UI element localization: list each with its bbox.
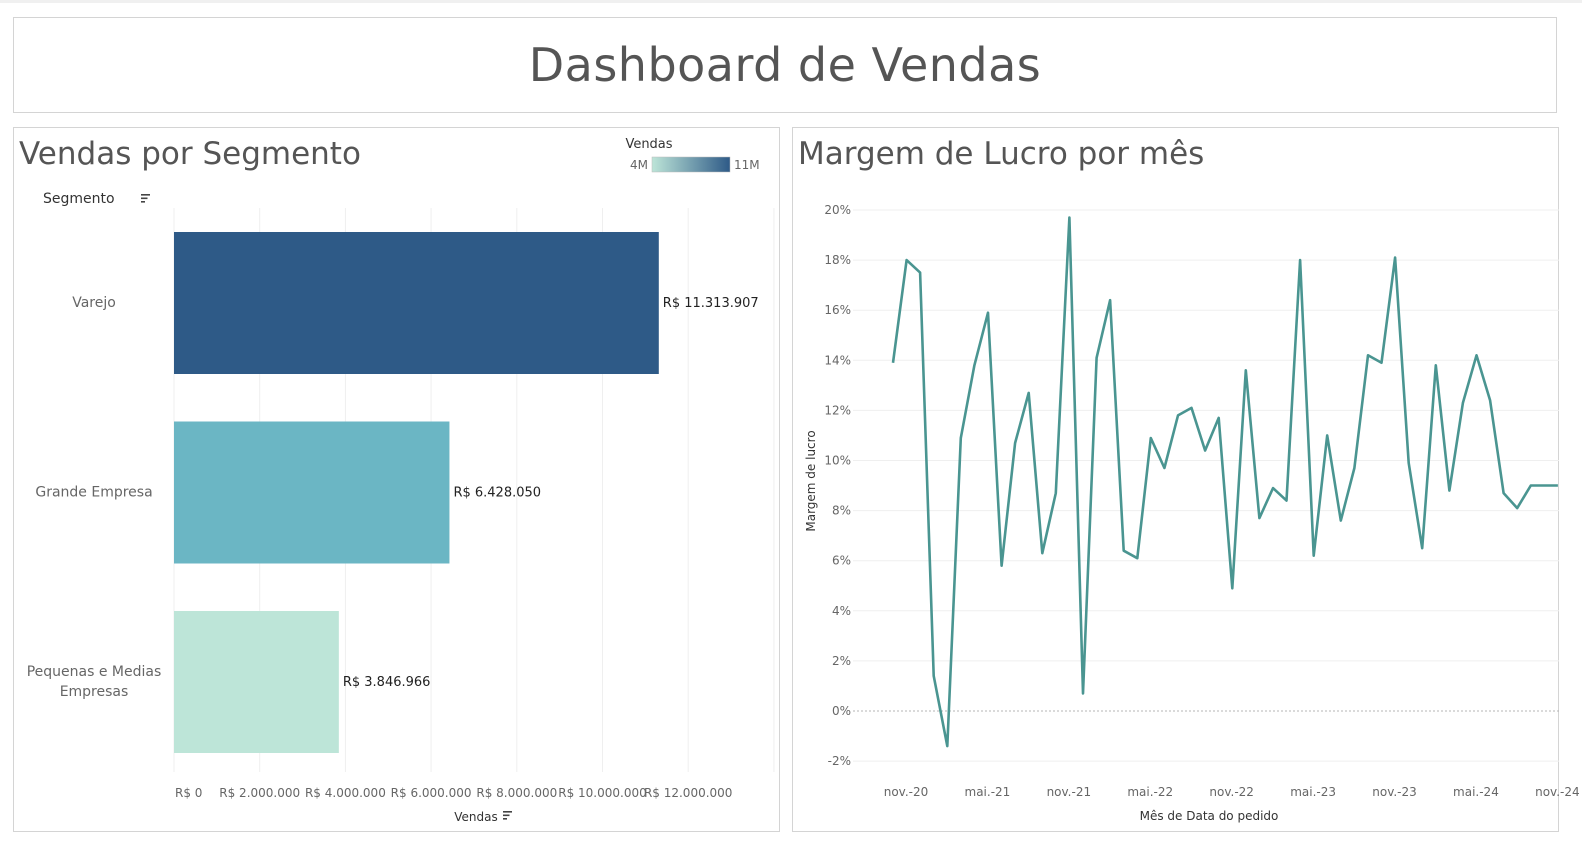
line-x-tick-label: nov.-20	[884, 785, 929, 799]
dashboard-title: Dashboard de Vendas	[528, 38, 1042, 92]
bar-x-tick-label: R$ 12.000.000	[644, 786, 733, 800]
line-x-tick-label: mai.-23	[1290, 785, 1336, 799]
bar-value-label: R$ 6.428.050	[453, 486, 541, 501]
bar-2[interactable]	[174, 421, 450, 564]
legend-title[interactable]: Vendas	[625, 137, 672, 152]
segment-label[interactable]: Pequenas e Medias Empresas	[27, 664, 162, 700]
bar-x-tick-label: R$ 10.000.000	[558, 786, 647, 800]
bar-1[interactable]	[174, 232, 659, 374]
bar-value-label: R$ 11.313.907	[663, 296, 759, 311]
legend-min-label: 4M	[630, 158, 648, 172]
line-y-tick-label: 16%	[824, 303, 851, 317]
legend-gradient-bar	[651, 156, 731, 173]
x-axis-sort-icon[interactable]	[503, 811, 512, 820]
segment-row-header[interactable]: Segmento	[43, 191, 115, 207]
line-y-tick-label: 12%	[824, 403, 851, 417]
bar-x-axis-title[interactable]: Vendas	[454, 810, 498, 824]
line-chart: -2% 0% 2% 4% 6% 8% 10% 12% 14% 16% 18% 20% nov.-20 m…	[804, 203, 1580, 823]
line-y-tick-label: 18%	[824, 253, 851, 267]
legend-max-label: 11M	[734, 158, 760, 172]
line-x-tick-label: nov.-23	[1372, 785, 1417, 799]
segment-label[interactable]: Grande Empresa	[35, 485, 152, 501]
dashboard-title-box: Dashboard de Vendas	[13, 17, 1557, 113]
line-y-tick-label: 2%	[832, 654, 851, 668]
line-y-tick-label: 6%	[832, 554, 851, 568]
line-x-tick-label: nov.-21	[1047, 785, 1092, 799]
bar-chart: Vendas 4M 11M Segmento Varejo Grande Empr…	[27, 137, 775, 824]
sort-icon[interactable]	[141, 194, 150, 203]
line-y-tick-label: -2%	[828, 754, 851, 768]
line-x-axis-title[interactable]: Mês de Data do pedido	[1140, 809, 1279, 823]
line-y-tick-label: 0%	[832, 704, 851, 718]
line-x-tick-label: nov.-22	[1209, 785, 1254, 799]
line-x-tick-label: mai.-24	[1453, 785, 1499, 799]
line-y-tick-label: 20%	[824, 203, 851, 217]
bar-x-tick-label: R$ 4.000.000	[305, 786, 386, 800]
bar-x-tick-label: R$ 6.000.000	[391, 786, 472, 800]
bar-x-tick-label: R$ 8.000.000	[476, 786, 557, 800]
line-x-tick-label: mai.-21	[965, 785, 1011, 799]
line-x-tick-label: mai.-22	[1127, 785, 1173, 799]
line-y-tick-label: 10%	[824, 454, 851, 468]
line-y-tick-label: 4%	[832, 604, 851, 618]
line-y-axis-title[interactable]: Margem de lucro	[804, 430, 818, 531]
line-y-tick-label: 8%	[832, 504, 851, 518]
bar-3[interactable]	[174, 611, 339, 753]
bar-x-tick-label: R$ 2.000.000	[219, 786, 300, 800]
profit-margin-series-line[interactable]	[891, 216, 1558, 748]
bar-value-label: R$ 3.846.966	[343, 675, 431, 690]
sales-by-segment-panel: Vendas por Segmento Vendas 4M 11M Segmen…	[13, 127, 780, 832]
line-chart-title: Margem de Lucro por mês	[798, 136, 1205, 172]
segment-label[interactable]: Varejo	[72, 295, 116, 311]
bar-chart-title: Vendas por Segmento	[19, 136, 361, 172]
line-x-tick-label: nov.-24	[1535, 785, 1580, 799]
profit-margin-panel: Margem de Lucro por mês -2% 0% 2% 4% 6% 8% 10%…	[792, 127, 1580, 832]
top-strip	[0, 0, 1582, 3]
line-y-tick-label: 14%	[824, 353, 851, 367]
bar-x-tick-label: R$ 0	[175, 786, 202, 800]
